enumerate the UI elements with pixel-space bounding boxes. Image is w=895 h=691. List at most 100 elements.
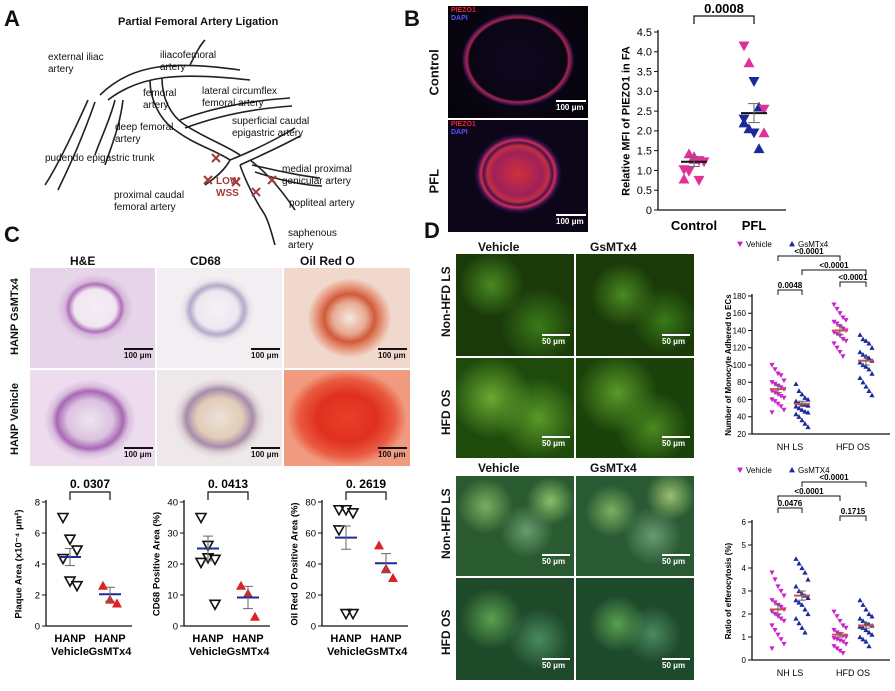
data-point — [866, 388, 872, 393]
scale-bar: 50 μm — [662, 436, 690, 448]
p-value-label: <0.0001 — [819, 261, 849, 270]
micrograph-d-top-vehicle-os: 50 μm — [456, 358, 574, 458]
data-point — [805, 595, 811, 600]
label-proximal-caudal: proximal caudal femoral artery — [114, 190, 185, 213]
scale-bar: 50 μm — [542, 554, 570, 566]
y-tick-label: 2 — [35, 590, 40, 601]
y-tick-label: 4.5 — [637, 27, 652, 39]
p-value-label: <0.0001 — [794, 487, 824, 496]
p-value-label: 0.0476 — [778, 499, 803, 508]
legend-marker — [737, 467, 743, 473]
legend-label: Vehicle — [746, 466, 772, 475]
y-tick-label: 3.5 — [637, 66, 652, 78]
significance-bracket — [69, 491, 111, 500]
col-vehicle-bottom: Vehicle — [478, 461, 520, 475]
data-point — [834, 646, 840, 652]
data-point — [738, 41, 750, 52]
y-tick-label: 0 — [646, 205, 652, 217]
data-point — [775, 632, 781, 638]
data-point — [840, 651, 846, 656]
data-point — [793, 381, 799, 387]
micrograph-he-vehicle: 100 μm — [30, 370, 155, 466]
row-hanp-gsmtx4: HANP GsMTx4 — [9, 278, 21, 355]
data-point — [840, 354, 846, 359]
x-category-label: HANP — [232, 633, 263, 645]
vessel-deep-femoral — [94, 99, 116, 156]
y-axis-title: Oil Red O Positive Area (%) — [289, 502, 300, 625]
y-tick-label: 100 — [733, 361, 747, 370]
data-point — [796, 599, 802, 605]
data-point — [866, 629, 872, 635]
x-category-label: NH LS — [777, 668, 804, 678]
scale-bar: 50 μm — [662, 334, 690, 346]
vessel-lateral-circumflex — [179, 97, 291, 121]
data-point — [56, 553, 70, 566]
data-point — [799, 417, 805, 423]
vessel-popliteal — [251, 164, 321, 179]
x-category-label: Vehicle — [327, 646, 365, 658]
data-point — [56, 512, 70, 525]
data-point — [863, 639, 869, 644]
row-hfd-os-top: HFD OS — [439, 389, 453, 435]
data-point — [374, 540, 384, 550]
label-pudendo: pudendo epigastric trunk — [45, 153, 155, 164]
data-point — [860, 352, 866, 357]
label-saphenous: saphenous artery — [288, 228, 337, 251]
y-tick-label: 5 — [742, 541, 747, 550]
legend-label: GsMTx4 — [798, 240, 829, 249]
vessel-proximal-caudal — [204, 159, 231, 186]
x-category-label: HFD OS — [836, 442, 870, 452]
data-point — [866, 340, 872, 346]
data-point — [837, 349, 843, 355]
data-point — [793, 556, 799, 561]
y-axis-title: Number of Monocyte Adhered to ECs — [724, 294, 733, 436]
y-axis-title: Relative MFI of PIEZO1 in FA — [620, 46, 632, 196]
y-tick-label: 60 — [305, 528, 316, 539]
data-point — [857, 332, 863, 337]
artery-diagram — [44, 39, 323, 245]
data-point — [860, 636, 866, 642]
y-axis-title: Ratio of efferocytosis (%) — [724, 542, 733, 639]
data-point — [866, 355, 872, 361]
data-point — [769, 598, 775, 603]
data-point — [781, 641, 787, 647]
data-point — [802, 606, 808, 612]
data-point — [63, 534, 77, 546]
data-point — [860, 379, 866, 385]
data-point — [781, 618, 787, 624]
x-category-label: PFL — [742, 218, 767, 233]
data-point — [236, 580, 246, 590]
data-point — [778, 385, 784, 391]
data-point — [772, 399, 778, 404]
scale-bar: 100 μm — [556, 100, 586, 112]
y-tick-label: 0 — [35, 621, 40, 632]
comparison-bracket — [777, 255, 841, 261]
y-tick-label: 80 — [305, 497, 316, 508]
data-point — [840, 337, 846, 342]
y-tick-label: 60 — [737, 395, 746, 404]
y-tick-label: 3 — [742, 587, 747, 596]
data-point — [112, 598, 122, 608]
row-hanp-vehicle: HANP Vehicle — [9, 383, 21, 455]
col-he: H&E — [70, 254, 96, 268]
label-superficial-caudal: superficial caudal epigastric artery — [232, 116, 310, 139]
data-point — [778, 404, 784, 409]
data-point — [778, 637, 784, 642]
panel-a-letter: A — [4, 6, 20, 31]
data-point — [799, 565, 805, 571]
data-point — [70, 545, 84, 557]
data-point — [834, 306, 840, 312]
x-category-label: HANP — [370, 633, 401, 645]
comparison-bracket — [801, 269, 867, 275]
data-point — [802, 408, 808, 414]
data-point — [857, 349, 863, 355]
x-category-label: GsMTx4 — [227, 646, 271, 658]
data-point — [831, 341, 837, 347]
data-point — [799, 407, 805, 412]
data-point — [332, 504, 346, 517]
data-point — [775, 401, 781, 407]
data-point — [866, 611, 872, 617]
scale-bar: 100 μm — [378, 348, 407, 360]
x-category-label: HANP — [54, 633, 85, 645]
